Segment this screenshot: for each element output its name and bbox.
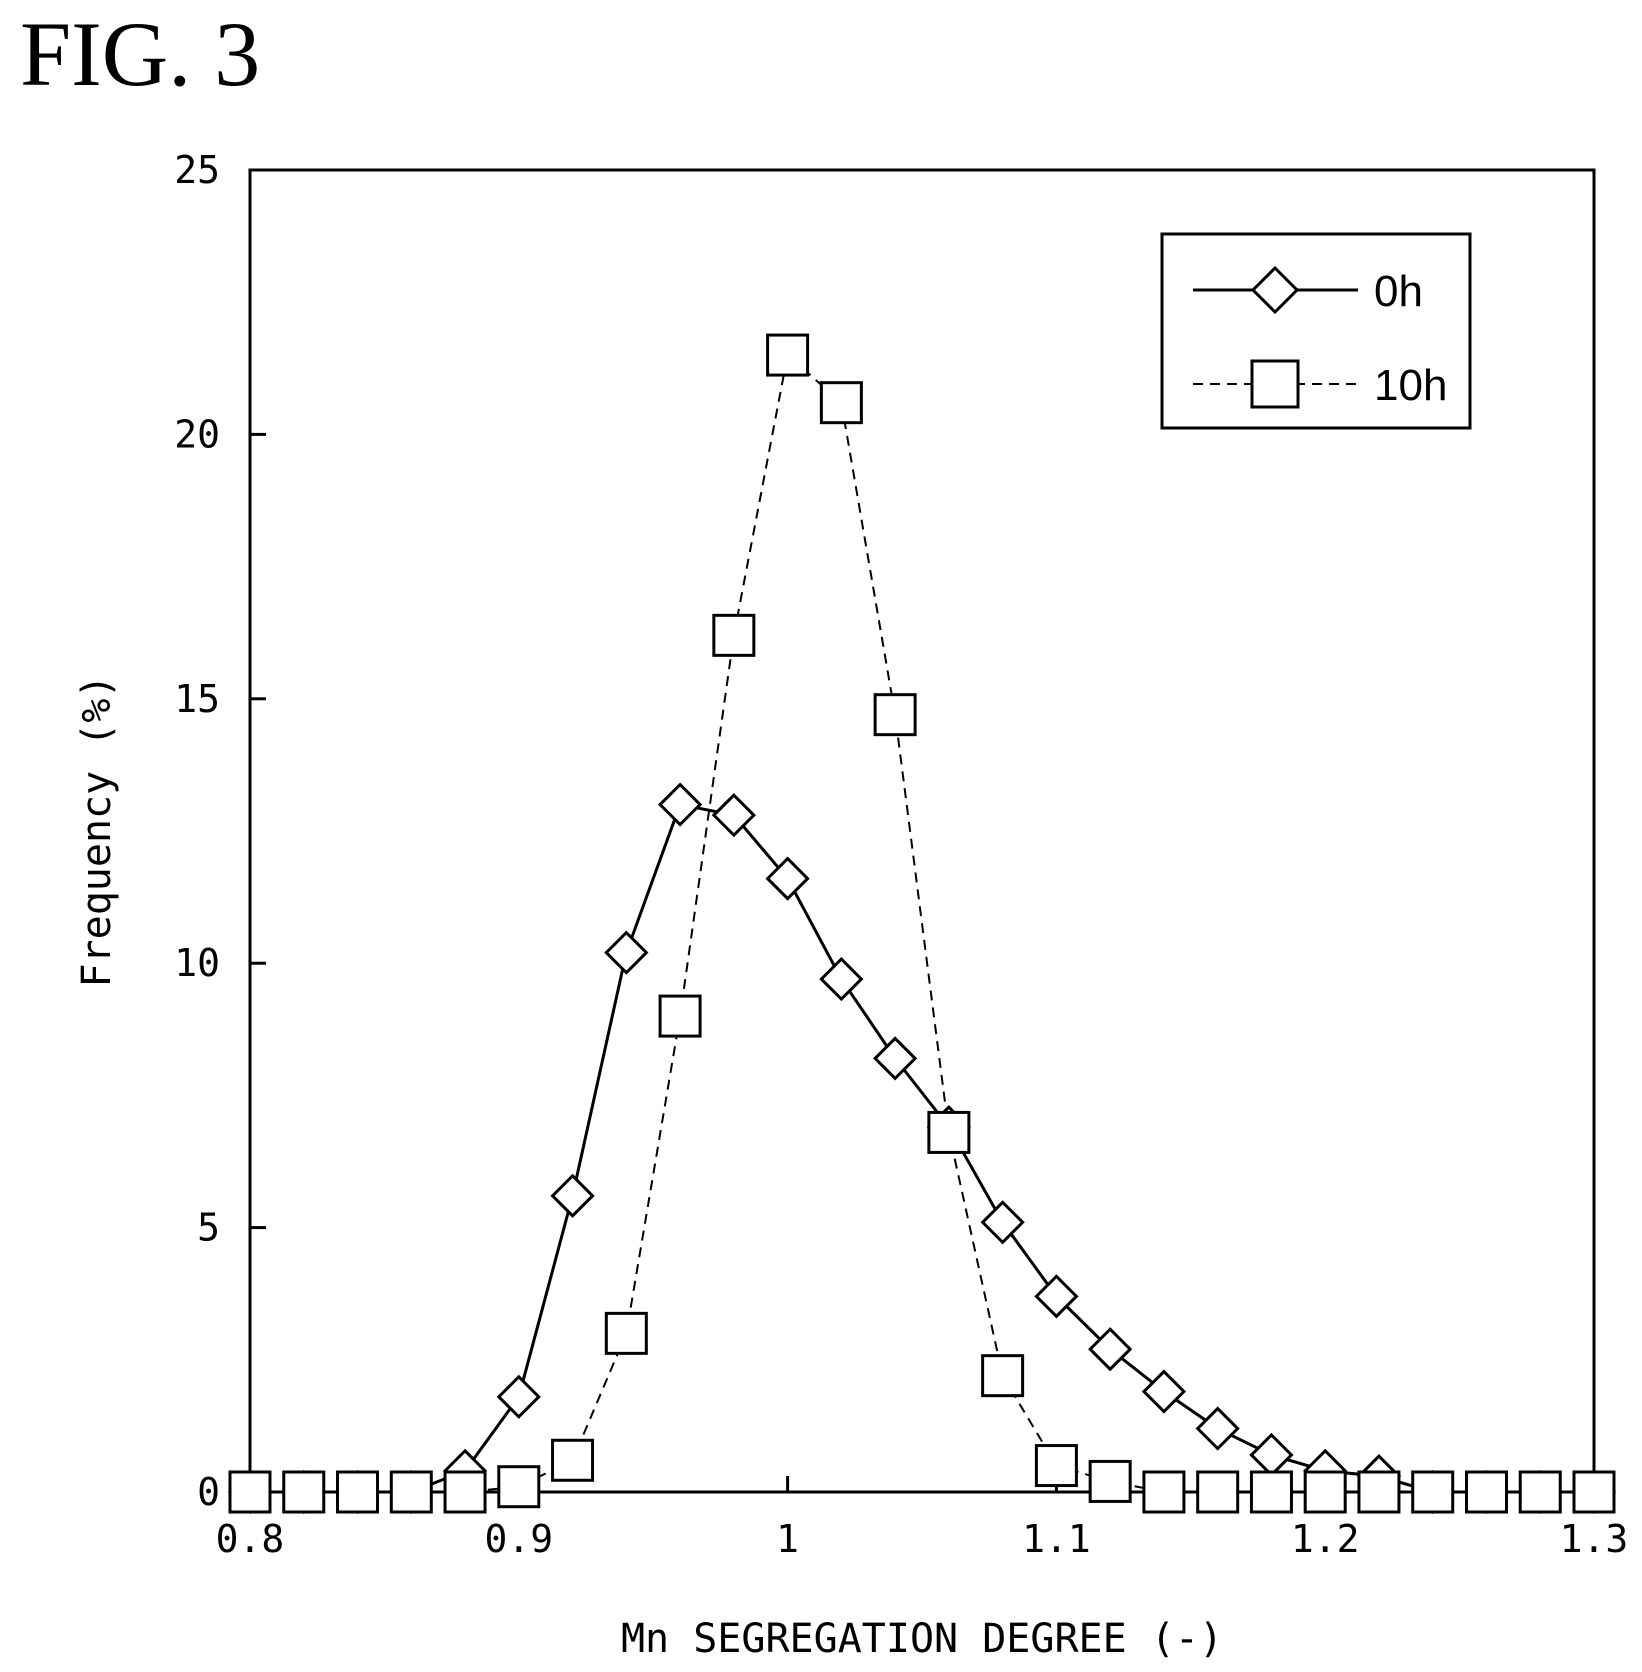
data-point <box>927 1110 971 1154</box>
x-tick-label: 0.8 <box>216 1517 285 1561</box>
plot-frame <box>248 168 1596 1494</box>
data-point <box>1195 1406 1240 1451</box>
data-point <box>711 793 756 838</box>
data-point <box>1357 1470 1401 1514</box>
series-10h-line-group <box>250 353 1594 1493</box>
data-point <box>1034 1444 1078 1488</box>
data-point <box>1518 1470 1562 1514</box>
data-point <box>658 994 702 1038</box>
legend-box <box>1160 232 1472 430</box>
series-0h-markers <box>227 782 1617 1515</box>
data-point <box>1249 1470 1293 1514</box>
x-tick-label: 1.3 <box>1560 1517 1629 1561</box>
y-tick-label: 10 <box>174 941 220 985</box>
data-point <box>657 782 703 827</box>
data-point <box>604 930 649 975</box>
data-point <box>550 1173 595 1218</box>
legend-marker <box>1250 265 1300 315</box>
data-point <box>496 1374 541 1419</box>
data-point <box>1303 1470 1347 1514</box>
series-line <box>250 802 1594 1494</box>
series-10h-markers <box>228 333 1616 1514</box>
data-point <box>1572 1470 1616 1514</box>
data-point <box>1196 1470 1240 1514</box>
data-point <box>497 1465 541 1509</box>
data-point <box>1141 1369 1187 1414</box>
data-point <box>765 856 810 901</box>
data-point <box>1088 1459 1132 1503</box>
y-axis: 0 5 10 15 20 25 <box>174 148 266 1514</box>
series-0h-line-group <box>250 802 1594 1494</box>
legend-marker <box>1250 359 1300 409</box>
y-tick-label: 15 <box>174 677 220 721</box>
y-tick-label: 20 <box>174 412 220 456</box>
data-point <box>1411 1470 1455 1514</box>
data-point <box>1142 1470 1186 1514</box>
legend-entry-label: 10h <box>1374 361 1447 410</box>
series-line <box>250 353 1594 1493</box>
legend: 0h 10h <box>1160 232 1472 430</box>
x-tick-label: 0.9 <box>484 1517 553 1561</box>
data-point <box>980 1200 1025 1245</box>
data-point <box>819 956 864 1002</box>
data-point <box>1464 1470 1508 1514</box>
data-point <box>873 693 917 737</box>
legend-entry-label: 0h <box>1374 267 1423 316</box>
figure-label: FIG. 3 <box>20 3 261 105</box>
y-tick-label: 0 <box>197 1470 220 1514</box>
data-point <box>604 1311 648 1355</box>
data-point <box>981 1354 1025 1398</box>
data-point <box>551 1438 595 1482</box>
data-point <box>1088 1327 1133 1372</box>
data-point <box>712 613 756 657</box>
data-point <box>819 381 863 425</box>
data-point <box>389 1470 433 1514</box>
x-axis: 0.8 0.9 1 1.1 1.2 1.3 <box>216 1476 1629 1561</box>
data-point <box>282 1470 326 1514</box>
data-point <box>228 1470 272 1514</box>
data-point <box>872 1036 918 1081</box>
data-point <box>1249 1432 1294 1478</box>
data-point <box>336 1470 380 1514</box>
x-tick-label: 1.2 <box>1291 1517 1360 1561</box>
data-point <box>1034 1274 1079 1319</box>
data-point <box>766 333 810 377</box>
x-tick-label: 1 <box>776 1517 799 1561</box>
y-axis-title: Frequency (%) <box>74 674 120 987</box>
y-tick-label: 25 <box>174 148 220 192</box>
series-layer <box>227 333 1617 1515</box>
data-point <box>443 1470 487 1514</box>
x-tick-label: 1.1 <box>1022 1517 1091 1561</box>
y-tick-label: 5 <box>197 1206 220 1250</box>
x-axis-title: Mn SEGREGATION DEGREE (-) <box>621 1616 1223 1662</box>
